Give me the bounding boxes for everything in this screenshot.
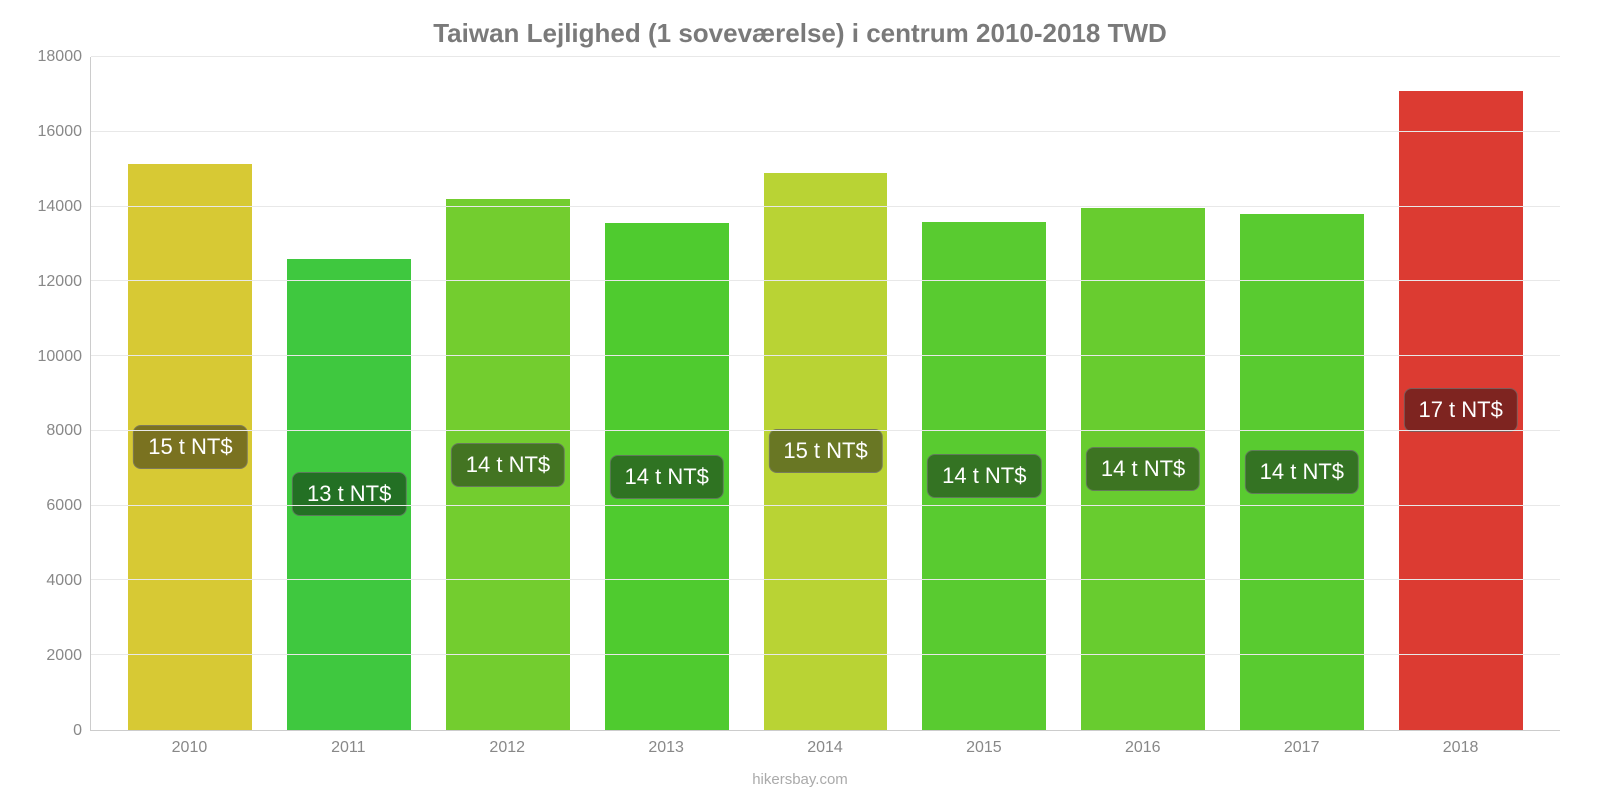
bar-slot: 13 t NT$ [270,57,429,730]
bar-value-label: 14 t NT$ [1245,450,1359,494]
x-tick-label: 2013 [587,731,746,771]
bar-value-label: 14 t NT$ [1086,447,1200,491]
y-tick-label: 12000 [22,273,82,291]
x-tick-label: 2017 [1222,731,1381,771]
bar: 15 t NT$ [764,173,888,730]
gridline [91,430,1560,431]
y-tick-label: 0 [22,722,82,740]
bar: 17 t NT$ [1399,91,1523,730]
x-labels: 201020112012201320142015201620172018 [90,731,1560,771]
gridline [91,56,1560,57]
bars-container: 15 t NT$ 13 t NT$ 14 t NT$ 14 t NT$ 15 t NT$… [91,57,1560,730]
x-tick-label: 2010 [110,731,269,771]
gridline [91,131,1560,132]
bar: 13 t NT$ [287,259,411,730]
y-tick-label: 4000 [22,572,82,590]
x-tick-label: 2016 [1063,731,1222,771]
x-tick-label: 2012 [428,731,587,771]
bar-slot: 15 t NT$ [111,57,270,730]
gridline [91,355,1560,356]
y-tick-label: 2000 [22,647,82,665]
bar-slot: 14 t NT$ [1064,57,1223,730]
gridline [91,280,1560,281]
bar-slot: 17 t NT$ [1381,57,1540,730]
y-tick-label: 8000 [22,422,82,440]
gridline [91,654,1560,655]
x-axis: 201020112012201320142015201620172018 [0,731,1600,771]
chart-container: Taiwan Lejlighed (1 soveværelse) i centr… [0,0,1600,800]
bar: 14 t NT$ [1081,208,1205,730]
x-tick-label: 2015 [904,731,1063,771]
bar: 15 t NT$ [128,164,252,730]
bar-slot: 14 t NT$ [429,57,588,730]
x-tick-label: 2018 [1381,731,1540,771]
bar-value-label: 15 t NT$ [768,429,882,473]
bar-slot: 14 t NT$ [905,57,1064,730]
bar-value-label: 13 t NT$ [292,472,406,516]
bar-slot: 14 t NT$ [1222,57,1381,730]
y-tick-label: 16000 [22,123,82,141]
y-axis: 0200040006000800010000120001400016000180… [20,57,90,731]
y-tick-label: 18000 [22,48,82,66]
x-tick-label: 2014 [746,731,905,771]
y-tick-label: 6000 [22,497,82,515]
gridline [91,505,1560,506]
source-text: hikersbay.com [0,771,1600,800]
chart-body: 0200040006000800010000120001400016000180… [0,57,1600,731]
bar-value-label: 14 t NT$ [610,455,724,499]
plot-area: 15 t NT$ 13 t NT$ 14 t NT$ 14 t NT$ 15 t NT$… [90,57,1560,731]
bar-slot: 14 t NT$ [587,57,746,730]
bar-value-label: 17 t NT$ [1403,388,1517,432]
y-tick-label: 14000 [22,198,82,216]
x-tick-label: 2011 [269,731,428,771]
y-tick-label: 10000 [22,348,82,366]
bar-value-label: 14 t NT$ [451,443,565,487]
bar-value-label: 15 t NT$ [133,425,247,469]
bar: 14 t NT$ [1240,214,1364,730]
bar-slot: 15 t NT$ [746,57,905,730]
gridline [91,206,1560,207]
bar: 14 t NT$ [446,199,570,730]
bar-value-label: 14 t NT$ [927,454,1041,498]
chart-title: Taiwan Lejlighed (1 soveværelse) i centr… [0,0,1600,57]
gridline [91,579,1560,580]
